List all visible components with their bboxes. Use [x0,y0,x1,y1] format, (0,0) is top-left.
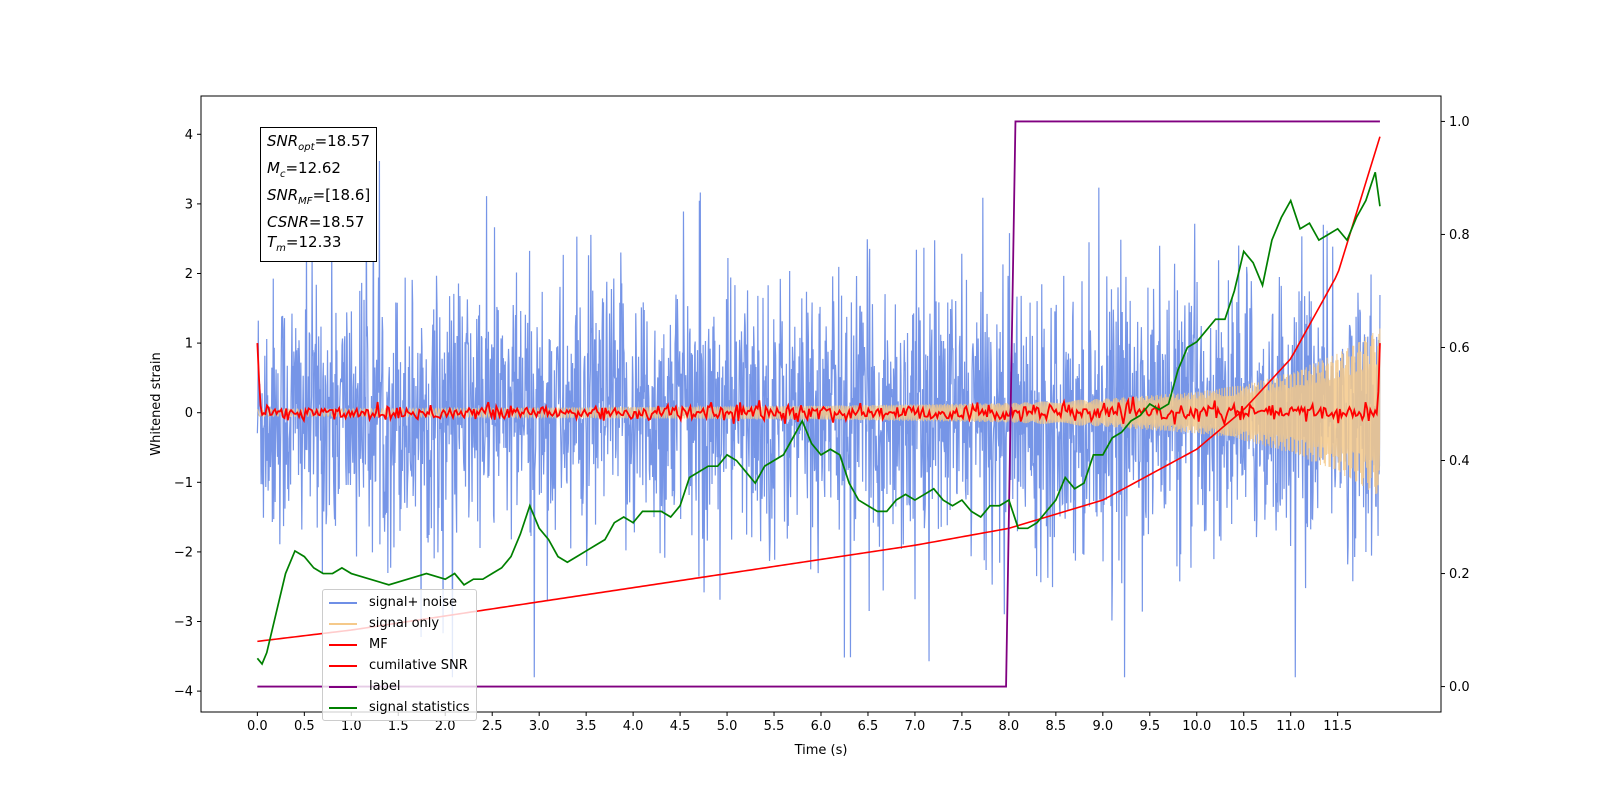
annot-csnr-value: 18.57 [321,213,365,231]
legend-item: signal statistics [329,697,470,718]
annot-tm: Tm=12.33 [267,233,342,254]
y2-tick-label: 0.6 [1449,341,1470,356]
x-tick-label: 7.0 [905,719,926,734]
legend-label: signal only [369,616,440,631]
x-tick-label: 8.0 [999,719,1020,734]
y2-tick-label: 0.0 [1449,680,1470,695]
y-tick-label: −3 [174,615,193,630]
legend-swatch [329,706,357,709]
y-tick-label: 0 [185,406,193,421]
legend-label: signal statistics [369,700,470,715]
legend-swatch [329,643,357,646]
y-tick-label: 3 [185,197,193,212]
x-tick-label: 3.5 [576,719,597,734]
annot-snr-opt-value: 18.57 [327,132,371,150]
legend-item: label [329,676,470,697]
series-signal-plus-noise [256,138,1381,678]
y2-tick-label: 0.2 [1449,567,1470,582]
x-tick-label: 0.5 [294,719,315,734]
x-tick-label: 4.0 [623,719,644,734]
annot-tm-value: 12.33 [298,233,342,251]
legend-label: signal+ noise [369,595,458,610]
x-tick-label: 7.5 [952,719,973,734]
legend-item: signal only [329,613,470,634]
legend-item: cumilative SNR [329,655,470,676]
y-tick-label: 1 [185,337,193,352]
y-tick-label: 4 [185,128,193,143]
x-tick-label: 1.5 [388,719,409,734]
x-tick-label: 10.5 [1229,719,1258,734]
annot-mc-value: 12.62 [298,159,341,177]
x-tick-label: 3.0 [529,719,550,734]
x-tick-label: 1.0 [341,719,362,734]
y-axis-label: Whitened strain [149,352,164,455]
x-tick-label: 10.0 [1182,719,1211,734]
series-mf [256,343,1381,427]
y2-tick-label: 0.8 [1449,228,1470,243]
y-tick-label: 2 [185,267,193,282]
y-axis-left: −4 −3 −2 −1 0 1 2 3 4 [174,128,201,700]
x-tick-label: 4.5 [670,719,691,734]
y-tick-label: −4 [174,685,193,700]
series-label [257,120,1380,688]
x-axis: 0.0 0.5 1.0 1.5 2.0 2.5 3.0 3.5 4.0 4.5 5.0 5.5 6.0 6… [247,712,1352,734]
annot-snr-mf-value: [18.6] [325,186,371,204]
x-tick-label: 9.0 [1092,719,1113,734]
legend-item: MF [329,634,470,655]
x-tick-label: 6.0 [811,719,832,734]
y-tick-label: −1 [174,476,193,491]
x-tick-label: 8.5 [1046,719,1067,734]
y2-tick-label: 1.0 [1449,115,1470,130]
legend-swatch [329,601,357,604]
x-tick-label: 5.5 [764,719,785,734]
legend-label: MF [369,637,388,652]
legend-swatch [329,622,357,625]
x-tick-label: 9.5 [1139,719,1160,734]
annot-snr-opt: SNRopt=18.57 [267,132,371,153]
legend-item: signal+ noise [329,592,470,613]
x-axis-label: Time (s) [794,743,848,758]
series-signal-statistics [256,172,1381,666]
legend-label: cumilative SNR [369,658,468,673]
y-axis-right: 0.0 0.2 0.4 0.6 0.8 1.0 [1441,115,1470,695]
legend-label: label [369,679,401,694]
legend-swatch [329,685,357,688]
annot-mc: Mc=12.62 [267,159,341,180]
stats-annotation-box: SNRopt=18.57 Mc=12.62 SNRMF=[18.6] CSNR=… [260,127,378,262]
x-tick-label: 2.5 [482,719,503,734]
x-tick-label: 2.0 [435,719,456,734]
x-tick-label: 11.0 [1276,719,1305,734]
y2-tick-label: 0.4 [1449,454,1470,469]
x-tick-label: 6.5 [858,719,879,734]
annot-csnr: CSNR=18.57 [267,213,365,231]
legend-swatch [329,664,357,667]
y-tick-label: −2 [174,545,193,560]
annot-snr-mf: SNRMF=[18.6] [267,186,371,207]
x-tick-label: 0.0 [247,719,268,734]
legend: signal+ noise signal only MF cumilative … [322,589,477,721]
x-tick-label: 5.0 [717,719,738,734]
x-tick-label: 11.5 [1323,719,1352,734]
